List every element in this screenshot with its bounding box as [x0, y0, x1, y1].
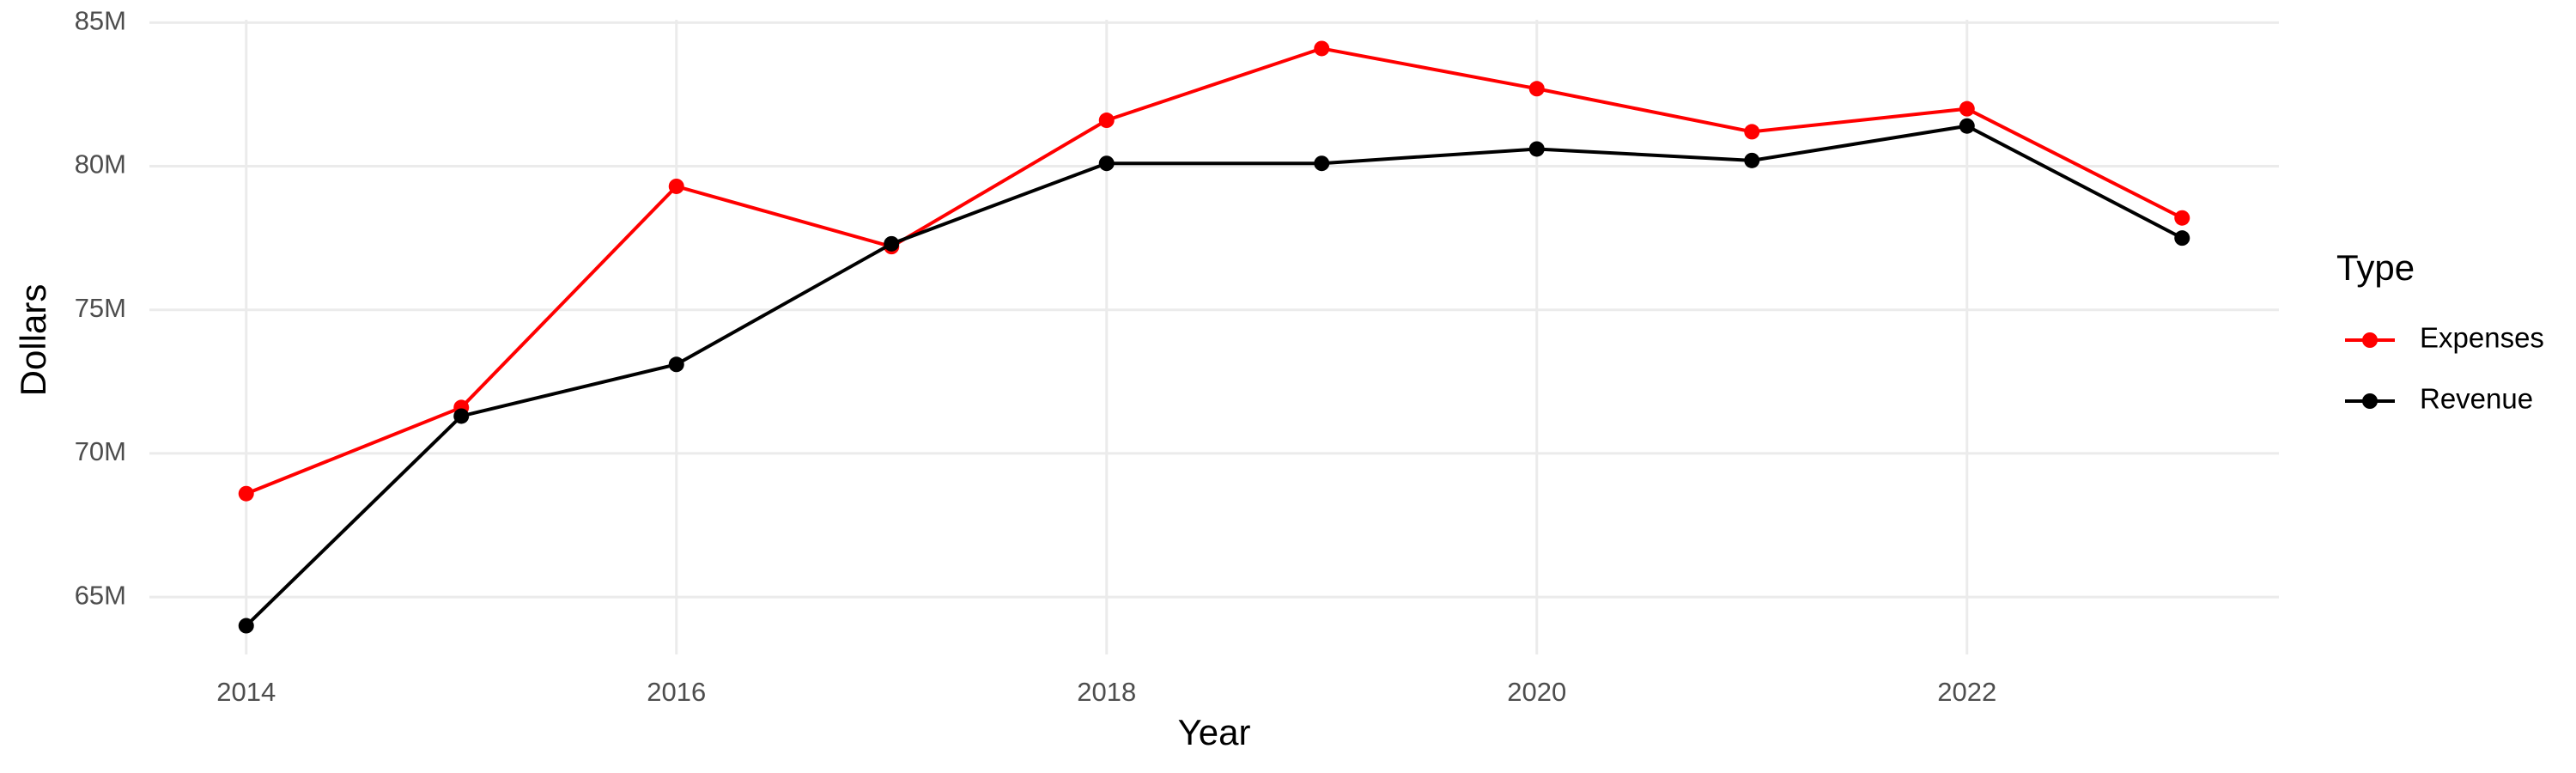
x-axis-title: Year [1178, 712, 1251, 752]
data-point [1098, 155, 1115, 172]
data-point [1528, 81, 1545, 97]
series-line [245, 124, 2184, 627]
y-tick-label: 80M [75, 149, 126, 180]
data-point [1314, 155, 1330, 172]
y-tick-label: 75M [75, 293, 126, 323]
y-axis-title: Dollars [13, 284, 53, 397]
series-line [245, 46, 2184, 496]
y-tick-label: 85M [75, 6, 126, 36]
legend-title: Type [2336, 247, 2415, 288]
x-tick-label: 2016 [647, 677, 706, 707]
data-point [1744, 124, 1760, 140]
data-point [1744, 152, 1760, 168]
data-point [2174, 230, 2190, 247]
data-point [884, 235, 900, 252]
x-tick-label: 2014 [216, 677, 276, 707]
x-tick-label: 2020 [1507, 677, 1566, 707]
data-point [1314, 40, 1330, 57]
legend-label: Revenue [2420, 383, 2533, 415]
legend-key-point [2362, 332, 2378, 348]
legend-label: Expenses [2420, 322, 2544, 354]
y-tick-label: 70M [75, 436, 126, 466]
data-point [668, 178, 684, 194]
data-point [2174, 210, 2190, 226]
data-point [668, 356, 684, 373]
data-point [453, 408, 470, 424]
data-point [238, 618, 254, 634]
x-tick-label: 2018 [1077, 677, 1136, 707]
data-point [238, 485, 254, 502]
data-point [1959, 118, 1975, 134]
x-tick-label: 2022 [1937, 677, 1996, 707]
data-point [1098, 113, 1115, 129]
data-point [1959, 100, 1975, 117]
legend-key-point [2362, 393, 2378, 409]
y-tick-label: 65M [75, 580, 126, 610]
data-point [1528, 141, 1545, 157]
